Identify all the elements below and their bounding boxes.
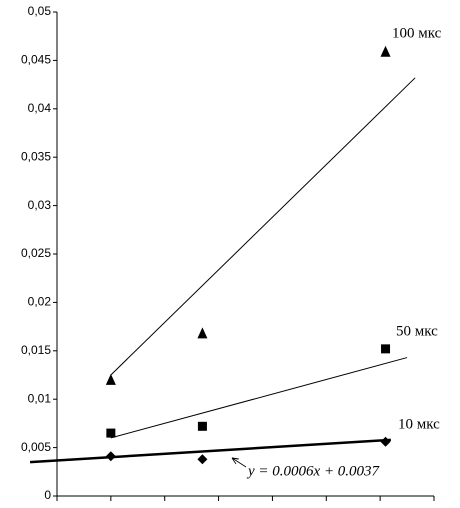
trend-line xyxy=(29,438,391,464)
trend-line xyxy=(110,77,416,376)
y-tick-label: 0,03 xyxy=(28,198,52,212)
y-tick-label: 0 xyxy=(44,488,51,502)
series-label: 50 мкс xyxy=(396,323,438,339)
y-tick-label: 0,05 xyxy=(28,4,52,18)
y-tick-label: 0,035 xyxy=(21,149,51,163)
point xyxy=(380,436,391,447)
y-tick-label: 0,045 xyxy=(21,53,51,67)
point xyxy=(105,451,116,462)
y-tick-label: 0,02 xyxy=(28,295,52,309)
point xyxy=(380,45,391,57)
point xyxy=(197,454,208,465)
y-tick-label: 0,025 xyxy=(21,246,51,260)
point xyxy=(197,421,207,431)
point xyxy=(381,344,391,354)
trend-line xyxy=(110,357,408,439)
y-tick-label: 0,01 xyxy=(28,391,52,405)
point xyxy=(105,373,116,385)
point xyxy=(106,428,116,438)
y-tick-label: 0,015 xyxy=(21,343,51,357)
arrow xyxy=(231,457,247,468)
y-tick-label: 0,04 xyxy=(28,101,52,115)
point xyxy=(197,327,208,339)
y-tick-label: 0,005 xyxy=(21,440,51,454)
trend-equation: y = 0.0006x + 0.0037 xyxy=(246,463,381,479)
arrow-head xyxy=(231,457,240,465)
series-label: 10 мкс xyxy=(398,416,440,432)
series-label: 100 мкс xyxy=(392,25,442,41)
